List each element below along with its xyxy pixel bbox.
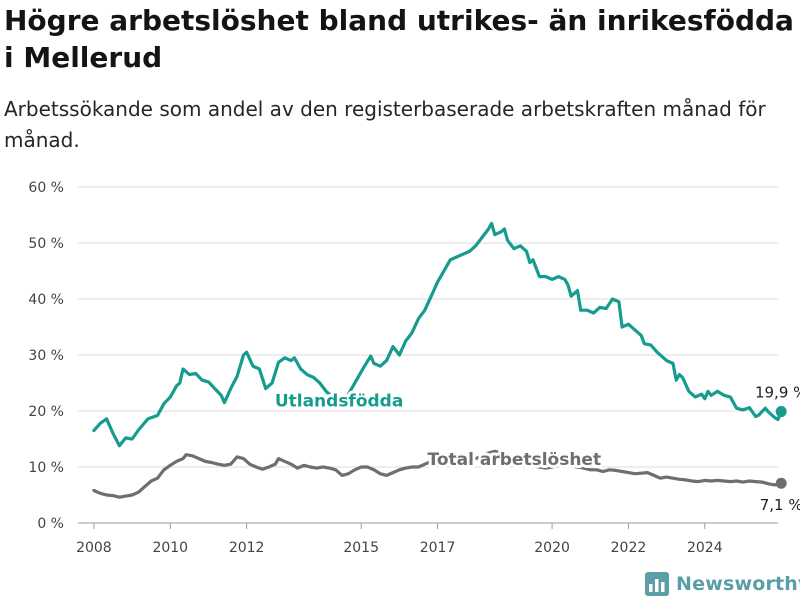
- y-tick-label: 0 %: [37, 516, 64, 532]
- x-tick-label: 2022: [611, 540, 647, 556]
- y-tick-label: 40 %: [28, 292, 64, 308]
- series-line-utlandsfodda: [92, 221, 783, 448]
- y-tick-label: 30 %: [28, 348, 64, 364]
- series-name-label: Total arbetslöshet: [428, 450, 602, 470]
- brand-name: Newsworthy: [676, 573, 800, 595]
- series-name-label: Utlandsfödda: [275, 391, 404, 411]
- y-tick-label: 60 %: [28, 180, 64, 196]
- chart-subtitle: Arbetssökande som andel av den registerb…: [4, 97, 766, 152]
- series-end-marker: [775, 477, 787, 489]
- y-tick-label: 10 %: [28, 460, 64, 476]
- y-tick-label: 50 %: [28, 236, 64, 252]
- x-tick-label: 2020: [534, 540, 570, 556]
- x-tick-label: 2008: [76, 540, 112, 556]
- end-value-label: 19,9 %: [755, 384, 800, 402]
- x-tick-label: 2012: [229, 540, 265, 556]
- x-tick-label: 2015: [343, 540, 379, 556]
- y-tick-label: 20 %: [28, 404, 64, 420]
- x-tick-label: 2010: [152, 540, 188, 556]
- x-tick-label: 2024: [687, 540, 723, 556]
- bar-chart-logo-icon: [645, 572, 669, 596]
- chart-title: Högre arbetslöshet bland utrikes- än inr…: [4, 4, 794, 74]
- brand-logo: Newsworthy: [644, 570, 800, 598]
- series-end-marker: [775, 406, 787, 418]
- end-value-label: 7,1 %: [760, 496, 800, 514]
- series-line-total: [92, 449, 783, 499]
- x-tick-label: 2017: [420, 540, 456, 556]
